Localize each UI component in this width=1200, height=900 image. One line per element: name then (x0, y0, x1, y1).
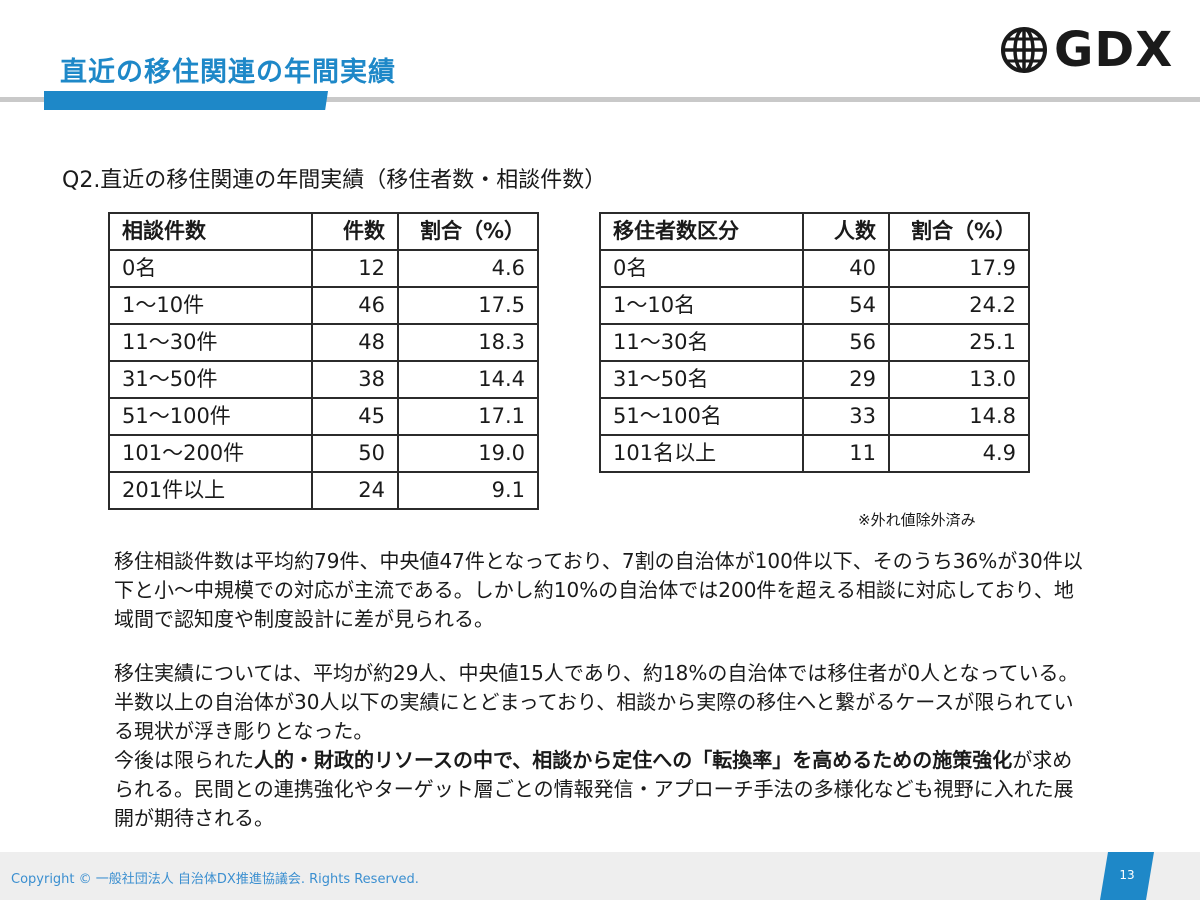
analysis-paragraph-migration: 移住実績については、平均が約29人、中央値15人であり、約18%の自治体では移住… (114, 659, 1089, 833)
percent-cell: 14.4 (397, 360, 539, 399)
percent-cell: 17.9 (888, 249, 1030, 288)
percent-cell: 17.1 (397, 397, 539, 436)
category-cell: 201件以上 (108, 471, 313, 510)
percent-cell: 13.0 (888, 360, 1030, 399)
category-cell: 0名 (599, 249, 804, 288)
count-cell: 54 (802, 286, 890, 325)
section-subtitle: Q2.直近の移住関連の年間実績（移住者数・相談件数） (62, 168, 607, 193)
percent-cell: 14.8 (888, 397, 1030, 436)
analysis-paragraph-consultations: 移住相談件数は平均約79件、中央値47件となっており、7割の自治体が100件以下… (114, 549, 1083, 631)
percent-cell: 17.5 (397, 286, 539, 325)
percent-cell: 25.1 (888, 323, 1030, 362)
table-row: 101～200件 50 19.0 (108, 434, 539, 473)
recommendation-emphasis: 人的・財政的リソースの中で、相談から定住への「転換率」を高めるための施策強化 (254, 748, 1013, 772)
table-header-row: 相談件数 件数 割合（%） (108, 212, 539, 251)
count-cell: 38 (311, 360, 399, 399)
recommendation-lead: 今後は限られた (114, 748, 254, 772)
category-cell: 101名以上 (599, 434, 804, 473)
category-cell: 51～100件 (108, 397, 313, 436)
category-cell: 11～30件 (108, 323, 313, 362)
percent-cell: 24.2 (888, 286, 1030, 325)
table-header-row: 移住者数区分 人数 割合（%） (599, 212, 1030, 251)
column-header: 人数 (802, 212, 890, 251)
table-row: 1～10名 54 24.2 (599, 286, 1030, 325)
percent-cell: 18.3 (397, 323, 539, 362)
category-cell: 51～100名 (599, 397, 804, 436)
count-cell: 46 (311, 286, 399, 325)
logo-text: GDX (1054, 22, 1174, 78)
count-cell: 45 (311, 397, 399, 436)
migrant-count-table: 移住者数区分 人数 割合（%） 0名 40 17.9 1～10名 54 24.2 11～… (599, 212, 1030, 473)
outlier-note: ※外れ値除外済み (858, 511, 976, 529)
table-row: 51～100名 33 14.8 (599, 397, 1030, 436)
column-header: 割合（%） (888, 212, 1030, 251)
page-number-box (1100, 852, 1154, 900)
count-cell: 50 (311, 434, 399, 473)
column-header: 移住者数区分 (599, 212, 804, 251)
category-cell: 0名 (108, 249, 313, 288)
count-cell: 12 (311, 249, 399, 288)
page-number: 13 (1119, 868, 1135, 882)
count-cell: 33 (802, 397, 890, 436)
count-cell: 56 (802, 323, 890, 362)
category-cell: 1～10名 (599, 286, 804, 325)
category-cell: 11～30名 (599, 323, 804, 362)
table-row: 51～100件 45 17.1 (108, 397, 539, 436)
copyright-text: Copyright © 一般社団法人 自治体DX推進協議会. Rights Re… (11, 872, 419, 887)
count-cell: 11 (802, 434, 890, 473)
category-cell: 31～50名 (599, 360, 804, 399)
column-header: 割合（%） (397, 212, 539, 251)
category-cell: 101～200件 (108, 434, 313, 473)
table-row: 0名 40 17.9 (599, 249, 1030, 288)
globe-icon (1001, 27, 1047, 73)
page-title: 直近の移住関連の年間実績 (60, 57, 396, 88)
gdx-logo: GDX (1000, 22, 1174, 78)
footer-bar (0, 852, 1200, 900)
count-cell: 29 (802, 360, 890, 399)
percent-cell: 19.0 (397, 434, 539, 473)
table-row: 31～50件 38 14.4 (108, 360, 539, 399)
consultation-count-table: 相談件数 件数 割合（%） 0名 12 4.6 1～10件 46 17.5 11～30件… (108, 212, 539, 510)
percent-cell: 4.9 (888, 434, 1030, 473)
column-header: 相談件数 (108, 212, 313, 251)
column-header: 件数 (311, 212, 399, 251)
percent-cell: 4.6 (397, 249, 539, 288)
count-cell: 40 (802, 249, 890, 288)
table-row: 31～50名 29 13.0 (599, 360, 1030, 399)
table-row: 201件以上 24 9.1 (108, 471, 539, 510)
category-cell: 31～50件 (108, 360, 313, 399)
count-cell: 24 (311, 471, 399, 510)
table-row: 11～30名 56 25.1 (599, 323, 1030, 362)
header-accent-bar (44, 91, 328, 110)
migration-results-text: 移住実績については、平均が約29人、中央値15人であり、約18%の自治体では移住… (114, 661, 1079, 743)
category-cell: 1～10件 (108, 286, 313, 325)
header-rule (0, 97, 1200, 102)
percent-cell: 9.1 (397, 471, 539, 510)
table-row: 0名 12 4.6 (108, 249, 539, 288)
table-row: 101名以上 11 4.9 (599, 434, 1030, 473)
table-row: 1～10件 46 17.5 (108, 286, 539, 325)
count-cell: 48 (311, 323, 399, 362)
recommendation-text: 今後は限られた人的・財政的リソースの中で、相談から定住への「転換率」を高めるため… (114, 746, 1089, 833)
table-row: 11～30件 48 18.3 (108, 323, 539, 362)
recommendation-tail: が求められる。民間との連携強化やターゲット層ごとの情報発信・アプローチ手法の多様… (114, 748, 1074, 830)
